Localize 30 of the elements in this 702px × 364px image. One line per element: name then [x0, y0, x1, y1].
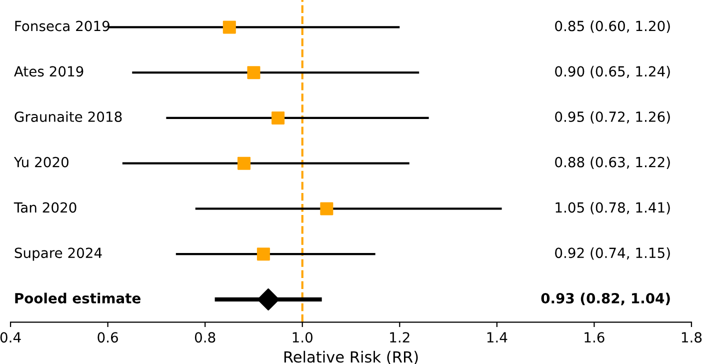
- annotation: 0.95 (0.72, 1.26): [555, 111, 670, 124]
- point: [256, 248, 270, 261]
- point: [222, 20, 236, 34]
- annotation: 0.92 (0.74, 1.15): [555, 247, 670, 260]
- point: [272, 111, 285, 124]
- annotation: 0.88 (0.63, 1.22): [555, 156, 670, 170]
- annotation: 0.90 (0.65, 1.24): [555, 66, 670, 78]
- annotation: 0.85 (0.60, 1.20): [555, 20, 670, 33]
- point: [257, 288, 280, 310]
- x-tick-label: 0.6: [98, 332, 118, 343]
- y-tick-label: Graunaite 2018: [14, 111, 122, 122]
- y-tick-label: Fonseca 2019: [15, 20, 110, 32]
- x-axis-title: Relative Risk (RR): [284, 350, 418, 364]
- x-tick-label: 1.6: [584, 332, 604, 343]
- x-tick-label: 1.2: [390, 332, 410, 342]
- y-tick-label: Yu 2020: [14, 156, 68, 168]
- x-tick-label: 1.8: [682, 332, 702, 343]
- point: [237, 156, 250, 170]
- annotation: 1.05 (0.78, 1.41): [556, 202, 670, 214]
- x-tick-label: 0.4: [0, 332, 21, 343]
- point: [247, 66, 260, 80]
- x-tick-label: 1.0: [292, 332, 312, 343]
- y-tick-label: Supare 2024: [14, 248, 102, 261]
- y-tick-label: Pooled estimate: [15, 292, 140, 304]
- y-tick-label: Ates 2019: [14, 66, 84, 77]
- x-tick-label: 0.8: [194, 332, 216, 343]
- y-tick-label: Tan 2020: [14, 202, 76, 213]
- annotation: 0.93 (0.82, 1.04): [541, 292, 670, 306]
- point: [320, 202, 334, 216]
- x-tick-label: 1.4: [487, 332, 508, 342]
